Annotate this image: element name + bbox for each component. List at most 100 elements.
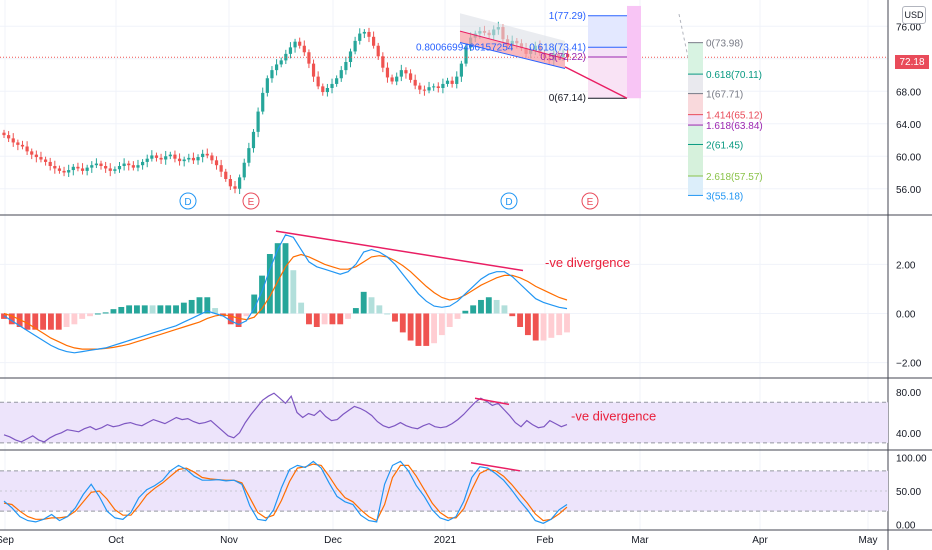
candle-body bbox=[48, 161, 52, 166]
price-tick-label: 76.00 bbox=[896, 22, 921, 33]
candle-body bbox=[459, 63, 463, 77]
macd-histogram-bar bbox=[173, 305, 179, 314]
candle-body bbox=[154, 155, 159, 158]
candle-body bbox=[455, 76, 459, 84]
price-pane[interactable]: 0.80066994661572541(77.29)0.618(73.41)0.… bbox=[0, 5, 888, 210]
candle-body bbox=[450, 80, 454, 84]
fib-trend-line bbox=[564, 66, 628, 99]
macd-histogram-bar bbox=[446, 313, 453, 327]
candle-body bbox=[385, 67, 390, 78]
candle-body bbox=[219, 165, 223, 172]
macd-pane[interactable]: -ve divergence bbox=[1, 230, 630, 354]
event-marker: D bbox=[500, 192, 518, 210]
fib-ext-zone bbox=[688, 144, 703, 176]
channel-midline bbox=[459, 30, 566, 60]
macd-histogram-bar bbox=[345, 313, 351, 319]
stoch-tick-label: 0.00 bbox=[896, 521, 916, 532]
macd-histogram-bar bbox=[399, 313, 406, 333]
candle-body bbox=[408, 73, 413, 80]
dividend-icon bbox=[500, 192, 518, 210]
time-tick-label: 2021 bbox=[434, 535, 457, 546]
macd-histogram-bar bbox=[415, 313, 422, 346]
candle-body bbox=[224, 171, 228, 179]
candle-body bbox=[187, 157, 191, 160]
candle-body bbox=[136, 165, 140, 168]
fib-ext-zone bbox=[688, 175, 703, 196]
candle-body bbox=[34, 154, 38, 158]
candle-body bbox=[16, 142, 20, 145]
candle-body bbox=[390, 77, 394, 82]
candle-body bbox=[94, 163, 98, 166]
macd-histogram-bar bbox=[431, 313, 438, 344]
fib-ext-zone bbox=[688, 125, 703, 145]
candle-body bbox=[210, 155, 214, 161]
candle-body bbox=[247, 148, 251, 163]
event-marker: E bbox=[242, 192, 260, 210]
event-marker: D bbox=[179, 192, 197, 210]
candle-body bbox=[339, 70, 343, 79]
macd-histogram-bar bbox=[532, 313, 539, 341]
event-label: D bbox=[184, 197, 191, 208]
time-tick-label: Nov bbox=[220, 535, 238, 546]
candle-body bbox=[413, 79, 417, 86]
fib-level-label: 0.618(73.41) bbox=[529, 42, 586, 53]
candle-body bbox=[20, 144, 25, 147]
candle-body bbox=[344, 62, 348, 71]
macd-histogram-bar bbox=[517, 313, 524, 327]
candle-body bbox=[122, 163, 126, 166]
candle-body bbox=[191, 157, 196, 161]
price-tick-label: 68.00 bbox=[896, 87, 921, 98]
macd-histogram-bar bbox=[133, 305, 140, 314]
candle-body bbox=[362, 31, 366, 34]
candle-body bbox=[376, 45, 380, 57]
candle-body bbox=[85, 167, 89, 171]
candle-body bbox=[90, 165, 94, 168]
macd-histogram-bar bbox=[227, 313, 234, 325]
candle-body bbox=[141, 161, 145, 166]
fib-ext-zone bbox=[688, 42, 703, 75]
candle-body bbox=[113, 169, 117, 171]
macd-histogram-bar bbox=[79, 313, 86, 319]
candle-body bbox=[11, 138, 15, 143]
candle-body bbox=[441, 83, 445, 88]
macd-histogram-bar bbox=[392, 313, 398, 322]
macd-histogram-bar bbox=[8, 313, 15, 325]
candle-body bbox=[205, 153, 209, 156]
candle-body bbox=[228, 179, 232, 187]
channel-label: 0.8006699466157254 bbox=[416, 43, 514, 54]
macd-histogram-bar bbox=[259, 275, 265, 314]
macd-tick-label: 2.00 bbox=[896, 260, 916, 271]
candle-body bbox=[7, 135, 11, 139]
candle-body bbox=[214, 160, 219, 166]
currency-badge[interactable]: USD bbox=[902, 6, 926, 24]
macd-histogram-bar bbox=[290, 270, 297, 314]
time-tick-label: Mar bbox=[631, 535, 649, 546]
candle-body bbox=[335, 78, 339, 84]
time-tick-label: Dec bbox=[324, 535, 342, 546]
candle-body bbox=[293, 41, 297, 48]
macd-histogram-bar bbox=[157, 305, 164, 314]
macd-histogram-bar bbox=[94, 313, 101, 315]
rsi-tick-label: 80.00 bbox=[896, 388, 921, 399]
fib-ext-label: 2.618(57.57) bbox=[706, 172, 763, 183]
macd-histogram-bar bbox=[376, 305, 383, 314]
macd-histogram-bar bbox=[188, 299, 195, 314]
candle-body bbox=[164, 156, 168, 160]
macd-histogram-bar bbox=[40, 313, 47, 330]
fib-ext-label: 1.618(63.84) bbox=[706, 121, 763, 132]
fib-level-label: 1(77.29) bbox=[549, 11, 586, 22]
candle-body bbox=[330, 83, 334, 88]
candle-body bbox=[201, 153, 205, 158]
fib-ext-label: 0(73.98) bbox=[706, 39, 743, 50]
rsi-pane[interactable]: -ve divergence bbox=[0, 392, 888, 444]
macd-histogram-bar bbox=[509, 313, 516, 317]
macd-tick-label: −2.00 bbox=[896, 359, 922, 370]
macd-histogram-bar bbox=[63, 313, 70, 327]
macd-histogram-bar bbox=[478, 299, 484, 314]
candle-body bbox=[108, 168, 112, 171]
event-label: E bbox=[587, 197, 594, 208]
stoch-pane[interactable] bbox=[0, 460, 888, 524]
candle-body bbox=[127, 163, 131, 166]
macd-histogram-bar bbox=[360, 291, 367, 314]
